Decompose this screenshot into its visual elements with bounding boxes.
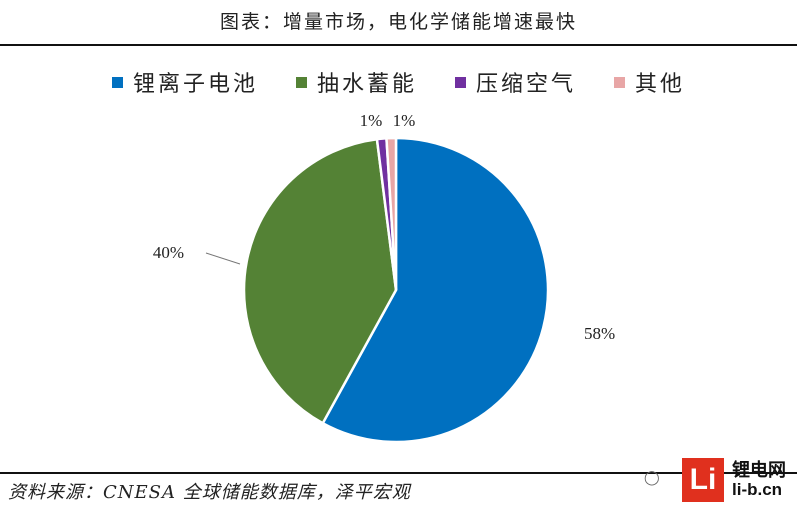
leader-line-pumped-hydro (205, 252, 241, 265)
legend-label-lithium: 锂离子电池 (132, 72, 258, 97)
pie-slice-pumped-hydro (242, 137, 398, 425)
footer-rule (0, 472, 797, 474)
legend-item-compressed-air: 压缩空气 (455, 66, 576, 98)
watermark-logo: Li (682, 458, 724, 502)
watermark: ◯ Li 锂电网 li-b.cn (640, 452, 797, 509)
data-label-pumped-hydro: 40% (153, 243, 184, 262)
pie-slice-other (385, 136, 398, 291)
source-note: 资料来源：CNESA 全球储能数据库，泽平宏观 (8, 482, 411, 503)
data-label-other: 1% (393, 111, 416, 130)
pie-slice-lithium (321, 136, 550, 444)
legend-label-other: 其他 (635, 72, 686, 97)
chart-legend: 锂离子电池 抽水蓄能 压缩空气 其他 (0, 66, 797, 98)
watermark-brand: 锂电网 (732, 460, 786, 481)
legend-swatch-pumped-hydro (295, 76, 307, 88)
legend-swatch-lithium (111, 76, 123, 88)
wechat-icon: ◯ (644, 470, 660, 486)
data-label-lithium: 58% (584, 324, 615, 343)
legend-label-pumped-hydro: 抽水蓄能 (316, 72, 417, 97)
legend-item-other: 其他 (614, 66, 685, 98)
legend-swatch-other (614, 76, 626, 88)
data-label-compressed-air: 1% (360, 111, 383, 130)
legend-label-compressed-air: 压缩空气 (476, 72, 577, 97)
legend-swatch-compressed-air (455, 76, 466, 88)
legend-item-pumped-hydro: 抽水蓄能 (295, 66, 417, 98)
title-rule (0, 44, 797, 46)
chart-title: 图表：增量市场，电化学储能增速最快 (219, 11, 577, 33)
watermark-url: li-b.cn (732, 480, 783, 499)
legend-item-lithium: 锂离子电池 (111, 66, 258, 98)
